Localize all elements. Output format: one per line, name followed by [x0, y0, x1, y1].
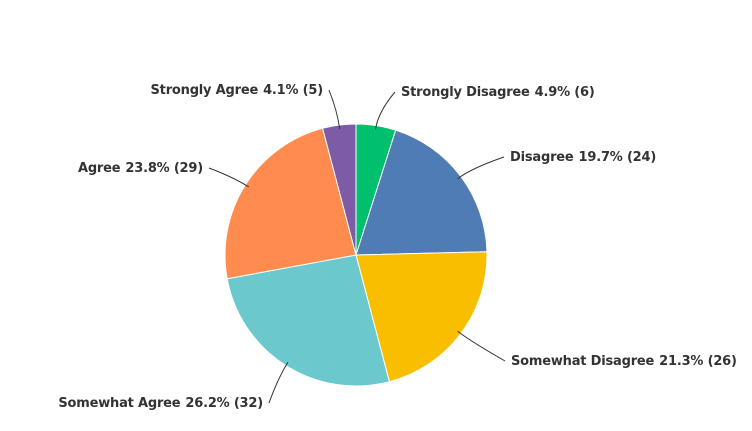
leader-line	[374, 91, 396, 130]
leader-line	[328, 89, 341, 130]
slice-label-value: 4.9% (6)	[535, 85, 595, 100]
slice-label: Strongly Disagree 4.9% (6)	[401, 85, 595, 100]
slice-label-value: 4.1% (5)	[263, 83, 323, 98]
slice-label: Disagree 19.7% (24)	[510, 150, 656, 165]
slice-label-value: 23.8% (29)	[125, 161, 203, 176]
leader-line	[208, 167, 250, 188]
slice-label: Somewhat Agree 26.2% (32)	[58, 396, 263, 411]
slice-label-category: Somewhat Disagree	[511, 354, 655, 369]
slice-label: Strongly Agree 4.1% (5)	[151, 83, 323, 98]
slice-label-category: Strongly Disagree	[401, 85, 530, 100]
leader-line	[268, 361, 289, 404]
slice-label-category: Somewhat Agree	[58, 396, 180, 411]
slice-label: Agree 23.8% (29)	[78, 161, 203, 176]
slice-label-value: 19.7% (24)	[579, 150, 657, 165]
leader-line	[457, 330, 506, 362]
slice-label-category: Disagree	[510, 150, 574, 165]
slice-label-value: 26.2% (32)	[185, 396, 263, 411]
slice-label-value: 21.3% (26)	[659, 354, 737, 369]
slice-label-category: Agree	[78, 161, 121, 176]
slice-label: Somewhat Disagree 21.3% (26)	[511, 354, 737, 369]
leader-line	[457, 156, 505, 180]
slice-label-category: Strongly Agree	[151, 83, 259, 98]
